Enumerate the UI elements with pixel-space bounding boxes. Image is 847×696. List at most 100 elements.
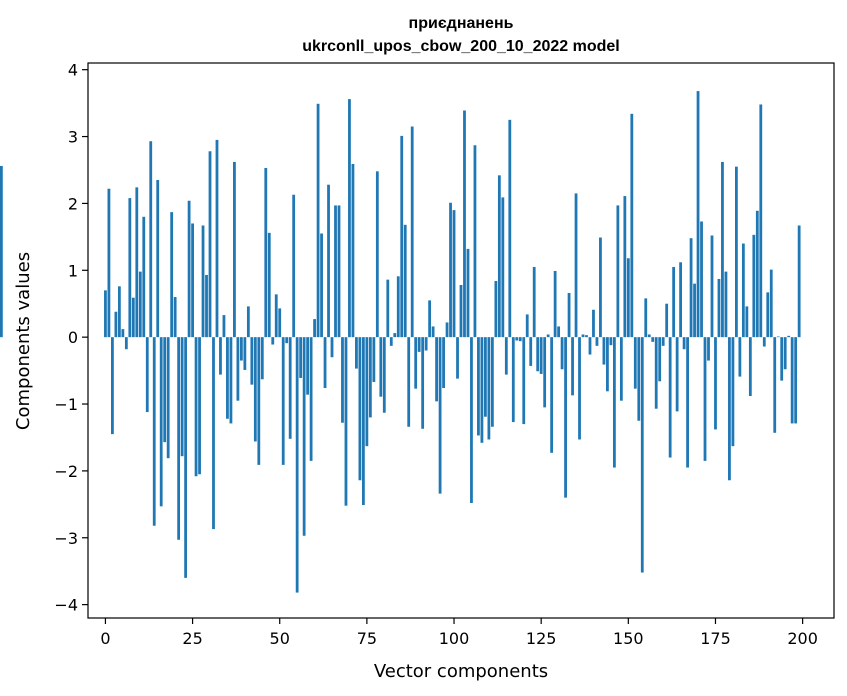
- bar: [341, 337, 344, 423]
- y-tick-label: −3: [54, 529, 78, 548]
- bar: [306, 337, 310, 395]
- bar: [567, 293, 571, 338]
- bar: [783, 337, 787, 370]
- bar: [166, 337, 170, 459]
- bar: [619, 337, 623, 401]
- bar: [382, 337, 386, 413]
- bar: [327, 184, 330, 338]
- bar: [372, 337, 376, 382]
- bar: [271, 337, 275, 345]
- bar: [574, 193, 578, 338]
- bar: [131, 297, 135, 338]
- bar: [477, 337, 480, 436]
- bar: [278, 308, 282, 338]
- bar: [494, 280, 498, 338]
- bar: [320, 233, 323, 338]
- bar: [525, 314, 529, 338]
- y-tick-label: −4: [54, 596, 78, 615]
- y-axis-label: Components values: [13, 252, 34, 430]
- bar: [334, 205, 337, 338]
- bar: [156, 180, 160, 338]
- bar: [121, 329, 125, 338]
- bar: [658, 337, 662, 382]
- bar: [344, 337, 348, 506]
- bar: [198, 337, 201, 475]
- y-tick-label: 1: [68, 261, 78, 280]
- bar: [330, 337, 334, 358]
- bar: [201, 225, 205, 338]
- bar: [393, 333, 397, 338]
- x-tick-label: 200: [787, 629, 818, 648]
- bar: [661, 337, 665, 346]
- bar: [386, 279, 390, 338]
- bar: [0, 165, 3, 338]
- bar: [728, 337, 731, 481]
- bar: [236, 337, 240, 401]
- bar: [543, 337, 547, 408]
- bar: [501, 197, 505, 338]
- bar: [606, 337, 609, 392]
- bar: [626, 258, 630, 338]
- bar: [630, 113, 634, 338]
- bar: [700, 221, 703, 338]
- bar: [124, 337, 128, 350]
- bar: [703, 337, 707, 461]
- bar: [233, 161, 236, 338]
- bar: [515, 337, 519, 341]
- bar: [741, 243, 745, 338]
- bar: [564, 337, 567, 498]
- x-tick-label: 50: [270, 629, 290, 648]
- bar: [452, 210, 456, 338]
- bar: [414, 337, 418, 389]
- bar: [117, 286, 121, 338]
- bar: [484, 337, 487, 417]
- bar: [309, 337, 313, 461]
- bar: [267, 232, 271, 338]
- bar: [368, 337, 372, 418]
- bar: [194, 337, 198, 477]
- bar: [257, 337, 261, 465]
- bar: [769, 269, 773, 338]
- bar: [490, 337, 494, 427]
- bar: [435, 337, 438, 402]
- bar: [152, 337, 156, 526]
- bar: [323, 337, 327, 388]
- bar: [128, 198, 132, 338]
- bar: [226, 337, 229, 419]
- x-tick-label: 0: [100, 629, 110, 648]
- bar: [295, 337, 299, 593]
- bar: [588, 337, 592, 355]
- bar: [253, 337, 257, 442]
- bar: [355, 337, 358, 369]
- bar: [114, 311, 118, 338]
- bar: [766, 292, 770, 338]
- bar: [362, 337, 365, 505]
- bar: [546, 334, 550, 338]
- bar: [358, 337, 362, 481]
- bar: [529, 337, 533, 366]
- bar: [111, 337, 114, 435]
- bar: [212, 337, 215, 530]
- bar: [550, 337, 554, 453]
- bar: [679, 262, 683, 338]
- y-tick-label: 2: [68, 194, 78, 213]
- bar: [724, 271, 728, 338]
- bar: [592, 309, 595, 338]
- bar: [797, 225, 801, 338]
- bar: [177, 337, 181, 540]
- bar: [651, 337, 655, 342]
- bar: [421, 337, 425, 429]
- bar: [773, 337, 777, 433]
- bar: [410, 126, 414, 338]
- bar: [400, 135, 404, 338]
- bar: [480, 337, 484, 443]
- bar: [794, 337, 798, 424]
- bar: [104, 290, 107, 338]
- bar: [442, 337, 445, 388]
- bars-group: [0, 91, 801, 593]
- bar: [246, 306, 250, 338]
- bar: [735, 166, 738, 338]
- bar: [288, 337, 292, 439]
- bar: [260, 337, 264, 380]
- bar: [396, 276, 400, 338]
